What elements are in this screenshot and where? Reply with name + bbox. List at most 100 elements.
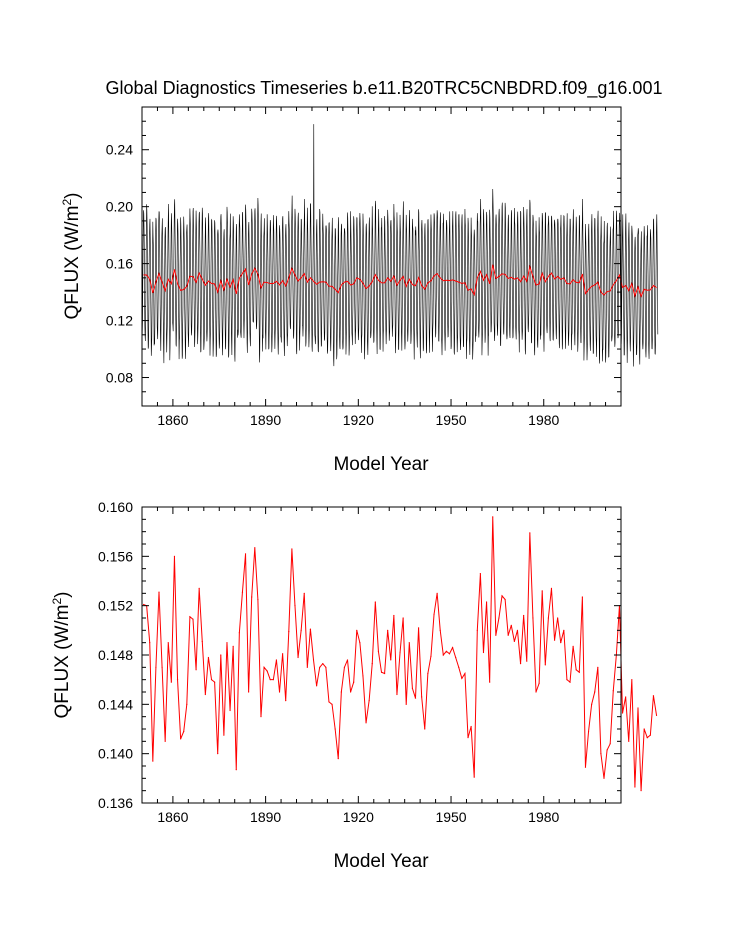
annual-mean-point xyxy=(411,687,413,689)
monthly-qflux-line xyxy=(141,124,659,367)
annual-mean-point xyxy=(405,703,407,705)
annual-mean-point xyxy=(328,701,330,703)
annual-mean-point xyxy=(655,714,658,717)
annual-mean-point xyxy=(566,679,568,681)
annual-mean-point xyxy=(631,679,633,681)
annual-mean-point xyxy=(214,681,216,683)
annual-mean-point xyxy=(526,660,528,662)
bottom-plot-frame xyxy=(141,506,622,804)
annual-mean-point xyxy=(603,777,605,779)
annual-mean-point xyxy=(170,681,172,683)
top-y-tick-label: 0.08 xyxy=(106,370,133,386)
annual-mean-point xyxy=(275,659,278,661)
annual-mean-line xyxy=(143,516,658,791)
annual-mean-point xyxy=(334,728,336,730)
annual-mean-point xyxy=(260,716,262,718)
annual-mean-point xyxy=(238,632,240,634)
annual-mean-point xyxy=(217,753,219,755)
annual-mean-point xyxy=(325,666,327,668)
annual-mean-point xyxy=(455,656,457,659)
annual-mean-point xyxy=(538,682,540,684)
annual-mean-point xyxy=(235,769,237,771)
annual-mean-point xyxy=(226,642,228,644)
annual-mean-point xyxy=(569,681,571,683)
annual-mean-point xyxy=(445,650,447,652)
annual-mean-point xyxy=(421,696,423,698)
annual-mean-point xyxy=(501,595,503,597)
annual-mean-point xyxy=(560,642,562,644)
annual-mean-point xyxy=(383,672,386,675)
top-y-tick-label: 0.16 xyxy=(106,256,133,272)
annual-mean-point xyxy=(519,663,522,665)
annual-mean-point xyxy=(176,679,179,681)
annual-mean-point xyxy=(155,666,157,668)
annual-mean-point xyxy=(393,614,395,617)
annual-mean-point xyxy=(417,627,420,629)
annual-mean-point xyxy=(353,681,355,683)
annual-mean-point xyxy=(368,700,370,702)
top-x-tick-label: 1920 xyxy=(343,412,374,428)
bottom-panel: 1860 1890 1920 1950 1980 0.136 0.140 0.144 0.148… xyxy=(50,499,658,872)
annual-mean-point xyxy=(278,691,281,693)
annual-mean-point xyxy=(399,651,401,654)
annual-mean-point xyxy=(442,654,444,656)
annual-mean-point xyxy=(161,666,163,668)
annual-mean-point xyxy=(408,642,410,644)
annual-mean-point xyxy=(257,598,259,601)
annual-mean-point xyxy=(374,601,376,603)
annual-mean-point xyxy=(578,671,580,673)
annual-mean-point xyxy=(232,645,234,647)
annual-mean-point xyxy=(498,617,500,619)
annual-mean-point xyxy=(167,642,169,644)
top-x-axis-title: Model Year xyxy=(333,454,429,475)
annual-mean-point xyxy=(380,671,383,673)
annual-mean-point xyxy=(597,666,599,668)
annual-mean-point xyxy=(594,691,596,693)
annual-mean-point xyxy=(492,516,494,518)
annual-mean-point xyxy=(646,737,648,739)
annual-mean-point xyxy=(337,758,339,760)
annual-mean-point xyxy=(473,776,475,778)
annual-mean-point xyxy=(207,656,210,659)
annual-mean-point xyxy=(600,753,602,755)
annual-mean-point xyxy=(248,691,250,693)
top-x-tick-label: 1860 xyxy=(157,412,188,428)
bottom-x-tick-label: 1920 xyxy=(343,809,374,825)
annual-mean-point xyxy=(303,592,305,594)
bottom-x-tick-label: 1890 xyxy=(250,809,281,825)
annual-mean-point xyxy=(572,645,574,647)
annual-mean-point xyxy=(251,596,253,598)
annual-mean-point xyxy=(532,617,534,619)
annual-mean-point xyxy=(343,666,346,668)
top-panel: 1860 1890 1920 1950 1980 0.08 0.12 0.16 0.20 0.24… xyxy=(60,106,659,475)
annual-mean-point xyxy=(254,547,256,549)
bottom-y-tick-label: 0.144 xyxy=(98,696,133,712)
annual-mean-point xyxy=(362,675,364,677)
annual-mean-point xyxy=(149,642,151,644)
annual-mean-point xyxy=(285,700,287,702)
bottom-series-group xyxy=(142,516,658,792)
annual-mean-point xyxy=(331,703,333,705)
annual-mean-point xyxy=(430,655,432,657)
annual-mean-point xyxy=(282,653,284,655)
annual-mean-point xyxy=(356,629,358,631)
bottom-x-tick-label: 1860 xyxy=(157,809,188,825)
annual-mean-point xyxy=(504,598,506,601)
annual-mean-point xyxy=(180,738,182,740)
top-x-tick-label: 1890 xyxy=(250,412,281,428)
top-series-group xyxy=(141,124,659,367)
top-y-axis-title-main: QFLUX (W/m xyxy=(62,206,83,320)
annual-mean-point xyxy=(489,681,491,683)
annual-mean-point xyxy=(535,691,537,693)
annual-mean-point xyxy=(210,679,213,681)
annual-mean-point xyxy=(464,672,466,675)
top-annual-mean-line xyxy=(143,264,657,298)
annual-mean-point xyxy=(436,592,438,594)
annual-mean-point xyxy=(158,591,160,593)
annual-mean-point xyxy=(547,617,549,619)
annual-mean-point xyxy=(220,654,222,656)
annual-mean-point xyxy=(516,629,519,631)
annual-mean-point xyxy=(300,629,302,631)
annual-mean-point xyxy=(507,634,509,636)
annual-mean-point xyxy=(390,659,392,661)
